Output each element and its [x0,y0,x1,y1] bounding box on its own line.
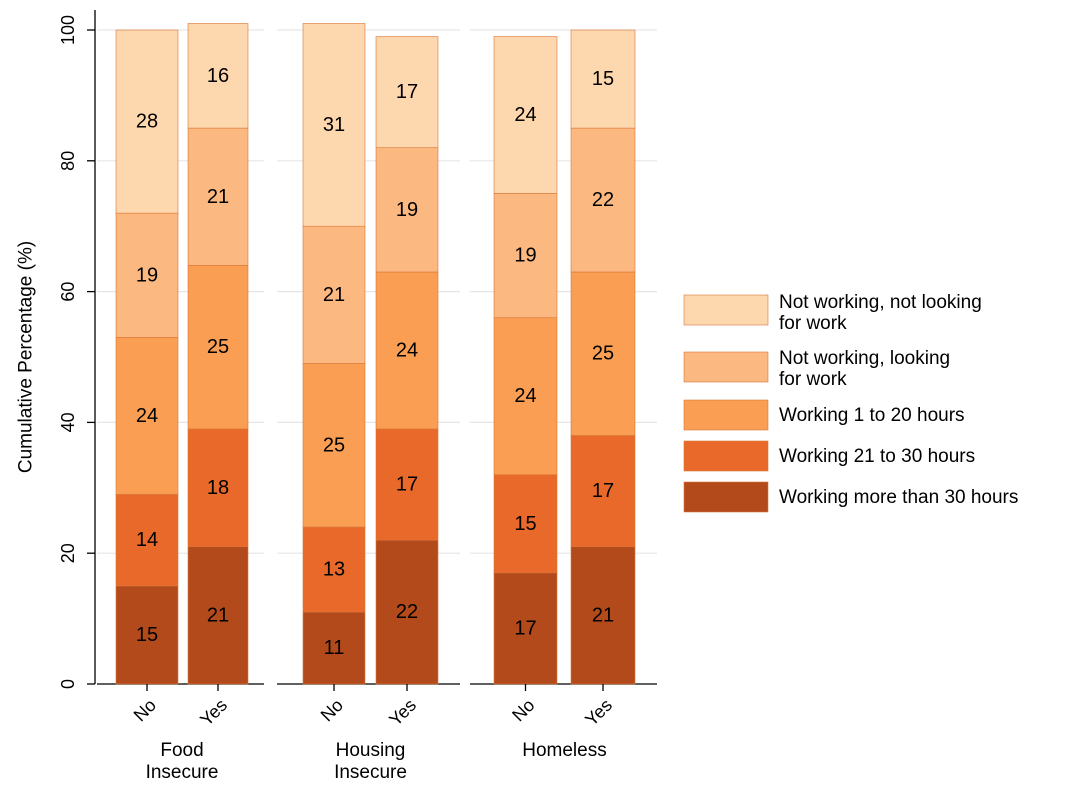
legend-item: Not working, not looking for work [683,292,982,334]
x-tick-label: No [130,695,160,725]
bar-segment [115,337,179,495]
bar-segment [570,127,636,273]
bar-segment [187,265,249,430]
data-label: 15 [136,624,158,646]
legend-item: Working 1 to 20 hours [683,399,965,431]
data-label: 19 [136,264,158,286]
bar-segment [375,271,439,430]
legend: Not working, not looking for work Not work… [683,292,1018,513]
data-label: 21 [207,186,229,208]
bar-segment [493,36,558,194]
data-label: 21 [323,284,345,306]
bar-segment [115,212,179,338]
data-label: 17 [396,81,418,103]
bar-segment [570,29,636,129]
legend-item: Not working, looking for work [683,348,950,390]
data-label: 18 [207,477,229,499]
panel-label: Housing Insecure [334,740,407,783]
bar-segment [187,127,249,266]
bar-segment [375,428,439,541]
legend-swatch [683,481,769,513]
bar-segment [570,435,636,547]
y-tick-label: 0 [58,679,78,689]
data-label: 24 [136,405,158,427]
data-label: 24 [514,385,536,407]
legend-label: Not working, looking for work [779,348,950,390]
data-label: 14 [136,529,158,551]
data-label: 21 [207,604,229,626]
bar-segment [115,29,179,214]
data-label: 24 [396,339,418,361]
bar-segment [570,271,636,436]
bar-segment [302,23,366,227]
bar-segment [115,585,179,685]
data-label: 28 [136,111,158,133]
legend-swatch [683,294,769,326]
bar-segment [302,363,366,528]
panel: 15 14 24 19 28 No 21 18 25 21 16 Yes Food Insecure [97,23,264,783]
data-label: 24 [514,104,536,126]
bar-segment [187,23,249,129]
legend-item: Working more than 30 hours [683,481,1018,513]
data-label: 19 [396,199,418,221]
legend-swatch [683,440,769,472]
data-label: 16 [207,65,229,87]
data-label: 15 [592,68,614,90]
data-label: 25 [207,336,229,358]
x-tick-label: Yes [581,695,616,730]
data-label: 17 [396,474,418,496]
x-tick-label: No [508,695,538,725]
legend-label: Working 1 to 20 hours [779,405,965,426]
data-label: 22 [396,601,418,623]
bar-segment [493,317,558,476]
bar-segment [302,526,366,613]
x-tick-label: No [317,695,347,725]
data-label: 11 [324,637,345,659]
legend-label: Not working, not looking for work [779,292,982,334]
y-tick-label: 80 [58,151,78,171]
y-tick-label: 100 [58,15,78,45]
panel-label: Homeless [522,740,606,761]
data-label: 17 [592,480,614,502]
data-label: 31 [323,114,345,136]
y-tick-label: 40 [58,412,78,432]
legend-swatch [683,351,769,383]
data-label: 13 [323,559,345,581]
legend-label: Working 21 to 30 hours [779,446,975,467]
data-label: 15 [514,513,536,535]
legend-item: Working 21 to 30 hours [683,440,975,472]
x-tick-label: Yes [385,695,420,730]
data-label: 17 [514,617,536,639]
y-tick-label: 60 [58,282,78,302]
legend-swatch [683,399,769,431]
y-tick-label: 20 [58,543,78,563]
legend-label: Working more than 30 hours [779,487,1018,508]
data-label: 19 [514,245,536,267]
bar-segment [375,539,439,685]
data-label: 21 [592,604,614,626]
y-axis: 0 20 40 60 80 100 Cumulative Percentage (%) [16,10,96,689]
bar-segment [187,546,249,685]
x-tick-label: Yes [196,695,231,730]
panel-label: Food Insecure [146,740,219,783]
bar-segment [187,428,249,547]
bar-segment [302,225,366,364]
bar-segment [375,36,439,149]
bar-segment [115,494,179,587]
panel: 17 15 24 19 24 No 21 17 25 22 15 Yes Homeless [470,29,657,761]
data-label: 25 [592,343,614,365]
y-axis-title: Cumulative Percentage (%) [16,241,37,473]
data-label: 25 [323,434,345,456]
data-label: 22 [592,189,614,211]
bar-segment [375,147,439,273]
bar-segment [493,474,558,574]
panel: 11 13 25 21 31 No 22 17 24 19 17 Yes Housing Insecure [277,23,460,783]
bar-segment [302,611,366,685]
